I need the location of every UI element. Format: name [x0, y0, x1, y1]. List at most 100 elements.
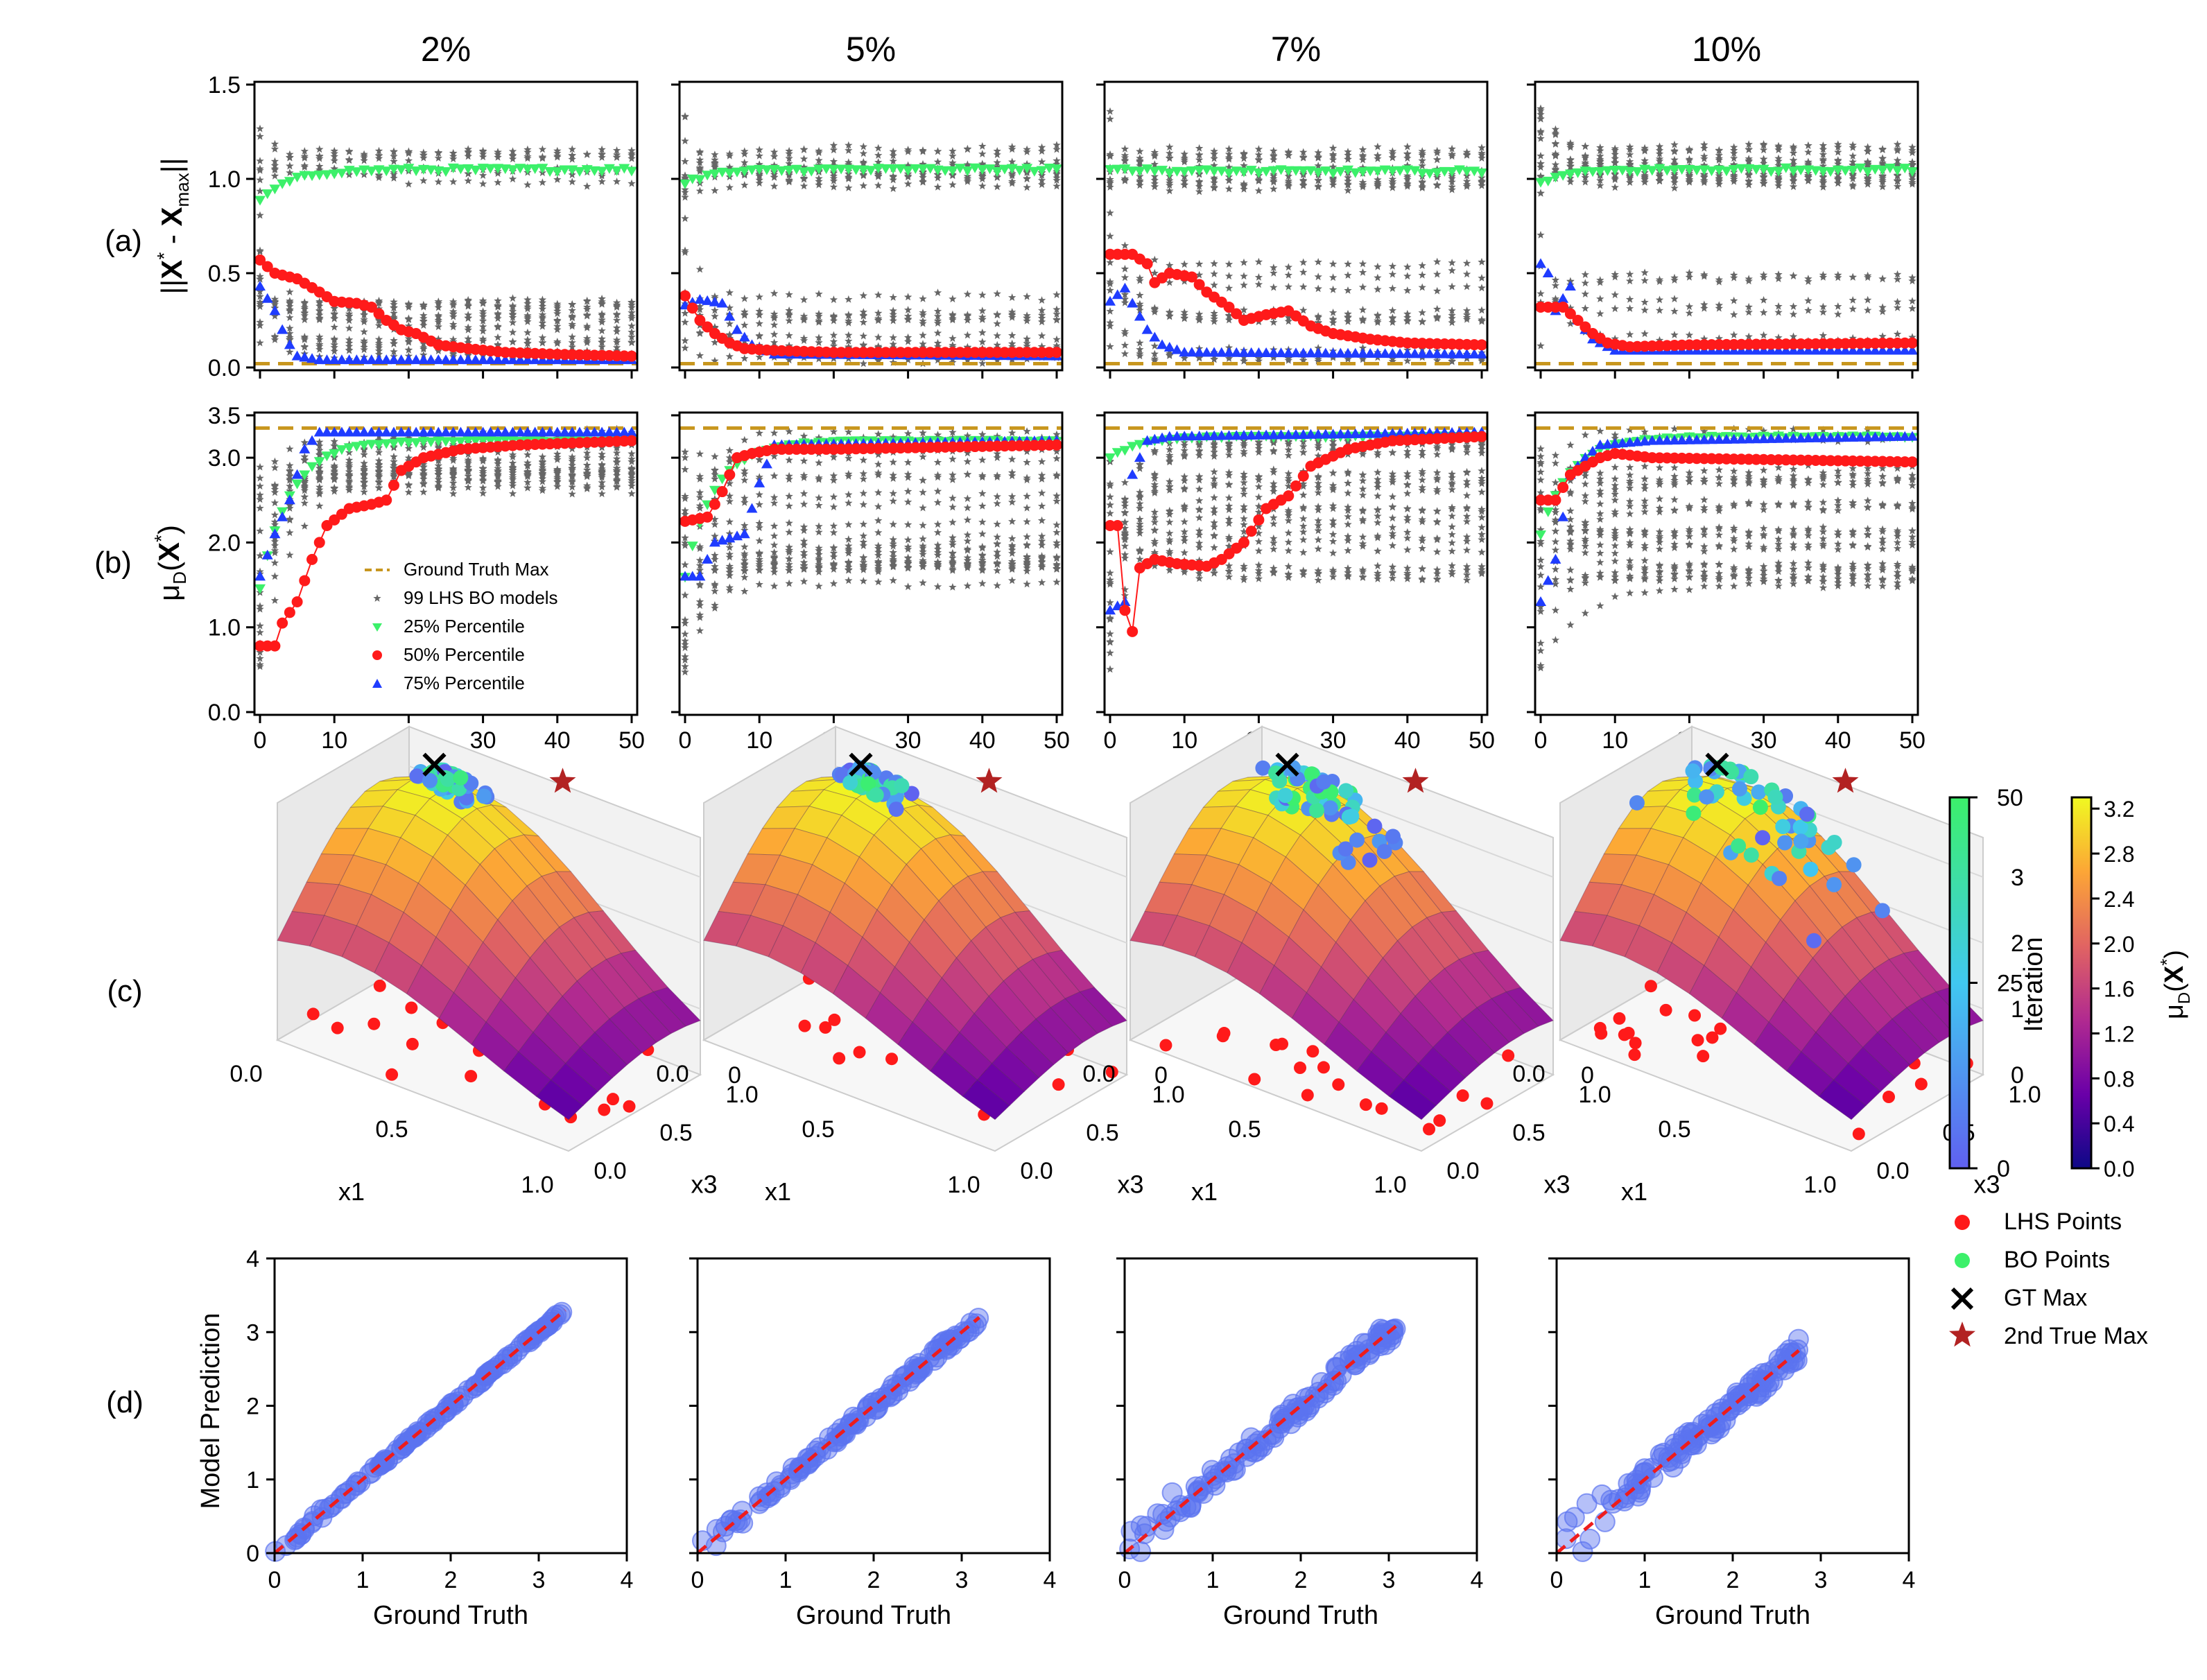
- lhs-model-marker: [1037, 296, 1046, 304]
- p25-marker: [1461, 166, 1473, 177]
- lhs-model-marker: [993, 331, 1001, 340]
- lhs-model-marker: [256, 491, 264, 499]
- lhs-model-marker: [1120, 518, 1130, 526]
- y-tick-label: 1.5: [208, 72, 241, 98]
- lhs-model-marker: [1166, 486, 1174, 494]
- lhs-model-marker: [711, 520, 719, 528]
- lhs-model-marker: [568, 320, 576, 328]
- lhs-model-marker: [1344, 546, 1352, 554]
- panel-frame: [1103, 80, 1489, 372]
- lhs-model-marker: [1284, 263, 1292, 271]
- p25-marker: [381, 439, 392, 449]
- lhs-model-marker: [256, 605, 264, 613]
- lhs-model-marker: [583, 453, 591, 462]
- lhs-model-marker: [1849, 180, 1857, 189]
- lhs-model-marker: [1328, 537, 1338, 545]
- lhs-model-marker: [612, 316, 621, 324]
- lhs-model-marker: [770, 289, 779, 297]
- lhs-model-marker: [755, 562, 763, 571]
- lhs-model-marker: [799, 155, 808, 163]
- p25-marker: [1446, 167, 1458, 177]
- lhs-model-marker: [300, 343, 309, 351]
- lhs-model-marker: [889, 316, 897, 324]
- lhs-model-marker: [1478, 177, 1486, 186]
- lhs-model-marker: [1700, 270, 1708, 279]
- lhs-model-marker: [1270, 545, 1278, 553]
- y-tick-label: 0.0: [208, 355, 241, 381]
- lhs-model-marker: [1053, 539, 1061, 546]
- lhs-model-marker: [1403, 504, 1412, 512]
- lhs-model-marker: [903, 582, 912, 591]
- lhs-model-marker: [1655, 336, 1664, 344]
- lhs-model-marker: [390, 315, 398, 323]
- lhs-model-marker: [1106, 107, 1114, 115]
- y-tick-label: 0.0: [208, 700, 241, 726]
- lhs-model-marker: [1774, 302, 1783, 310]
- p25-marker: [1290, 166, 1301, 176]
- lhs-model-marker: [1023, 580, 1031, 588]
- p75-marker: [1379, 348, 1391, 358]
- lhs-model-marker: [1299, 268, 1308, 276]
- lhs-model-marker: [464, 297, 472, 305]
- p75-marker: [277, 511, 288, 521]
- p75-marker: [462, 426, 474, 437]
- p25-marker: [865, 166, 876, 176]
- p50-marker: [1564, 308, 1576, 320]
- lhs-model-marker: [1120, 273, 1130, 282]
- p75-marker: [351, 426, 363, 437]
- lhs-model-marker: [1195, 310, 1204, 318]
- lhs-model-marker: [1433, 146, 1442, 155]
- lhs-model-marker: [1625, 304, 1634, 312]
- p75-marker: [1179, 347, 1191, 357]
- lhs-model-marker: [628, 300, 636, 309]
- lhs-model-marker: [628, 338, 636, 347]
- lhs-model-marker: [1150, 150, 1159, 159]
- lhs-model-marker: [508, 479, 517, 487]
- lhs-model-marker: [1462, 282, 1471, 291]
- lhs-model-marker: [1462, 566, 1471, 574]
- lhs-model-marker: [874, 151, 883, 159]
- lhs-model-marker: [1388, 183, 1397, 191]
- lhs-model-marker: [1374, 155, 1382, 162]
- lhs-model-marker: [419, 443, 428, 451]
- p25-marker: [1179, 167, 1191, 177]
- lhs-model-marker: [1448, 547, 1456, 555]
- lhs-model-marker: [681, 453, 689, 461]
- lhs-model-marker: [919, 476, 927, 484]
- lhs-model-marker: [1819, 141, 1828, 149]
- lhs-model-marker: [859, 532, 867, 539]
- lhs-model-marker: [598, 343, 606, 351]
- p25-marker: [425, 437, 437, 447]
- lhs-model-marker: [919, 340, 927, 348]
- lhs-model-marker: [963, 331, 972, 339]
- lhs-model-marker: [390, 433, 398, 441]
- lhs-model-marker: [300, 152, 309, 160]
- lhs-model-marker: [1023, 427, 1031, 435]
- lhs-model-marker: [1166, 154, 1174, 162]
- lhs-model-marker: [829, 182, 838, 191]
- p75-marker: [321, 426, 333, 437]
- lhs-model-marker: [1299, 282, 1308, 291]
- lhs-model-marker: [799, 336, 808, 345]
- lhs-model-marker: [1433, 476, 1442, 484]
- lhs-model-marker: [1641, 298, 1649, 306]
- lhs-model-marker: [1745, 177, 1753, 184]
- lhs-model-marker: [889, 184, 897, 192]
- lhs-model-marker: [1418, 317, 1426, 325]
- lhs-model-marker: [1180, 181, 1188, 189]
- p25-marker: [1877, 165, 1889, 175]
- lhs-model-marker: [553, 146, 562, 155]
- lhs-model-marker: [568, 483, 576, 491]
- lhs-model-marker: [1284, 546, 1292, 555]
- lhs-model-marker: [553, 477, 562, 485]
- lhs-model-marker: [1195, 259, 1204, 268]
- lhs-model-marker: [845, 337, 853, 345]
- lhs-model-marker: [963, 290, 972, 298]
- p25-marker: [1209, 166, 1220, 177]
- p25-marker: [902, 166, 914, 176]
- lhs-model-marker: [1008, 498, 1016, 506]
- lhs-model-marker: [374, 477, 383, 485]
- p75-marker: [1275, 347, 1287, 358]
- lhs-model-marker: [1037, 343, 1046, 350]
- lhs-model-marker: [681, 643, 689, 652]
